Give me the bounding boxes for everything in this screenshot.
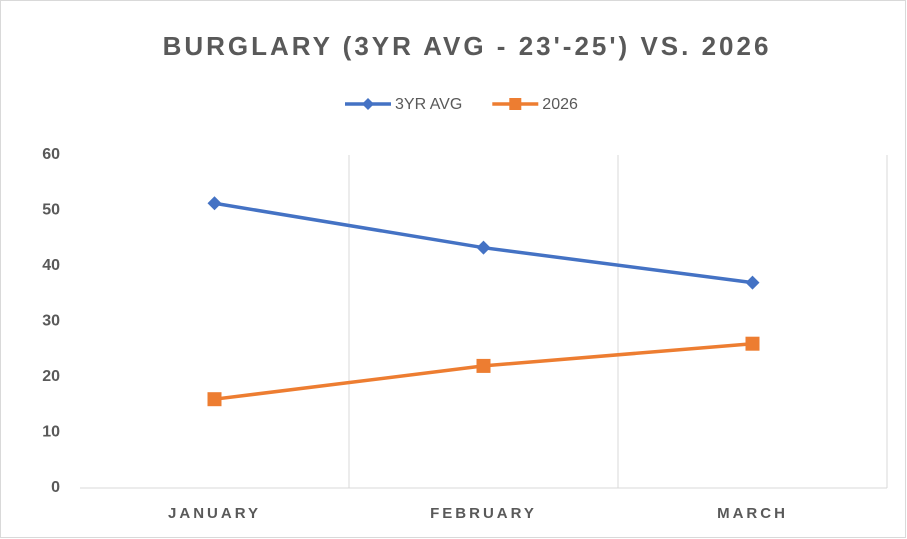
data-point <box>476 240 491 255</box>
x-tick-label: FEBRUARY <box>430 505 537 522</box>
data-point <box>745 336 760 351</box>
data-point <box>476 358 491 373</box>
y-tick-label: 10 <box>42 424 60 441</box>
data-point <box>207 196 222 211</box>
legend-label: 2026 <box>542 96 578 113</box>
data-point <box>745 275 760 290</box>
data-point <box>207 392 222 407</box>
legend-label: 3YR AVG <box>395 96 462 113</box>
chart-title: BURGLARY (3YR AVG - 23'-25') VS. 2026 <box>163 31 772 61</box>
y-tick-label: 30 <box>42 313 60 330</box>
legend-marker <box>509 98 522 110</box>
y-tick-label: 50 <box>42 202 60 219</box>
y-tick-label: 0 <box>51 479 60 496</box>
y-tick-label: 60 <box>42 146 60 163</box>
y-tick-label: 40 <box>42 257 60 274</box>
x-tick-label: MARCH <box>717 505 788 522</box>
y-tick-label: 20 <box>42 368 60 385</box>
x-tick-label: JANUARY <box>168 505 261 522</box>
legend-marker <box>362 98 374 110</box>
